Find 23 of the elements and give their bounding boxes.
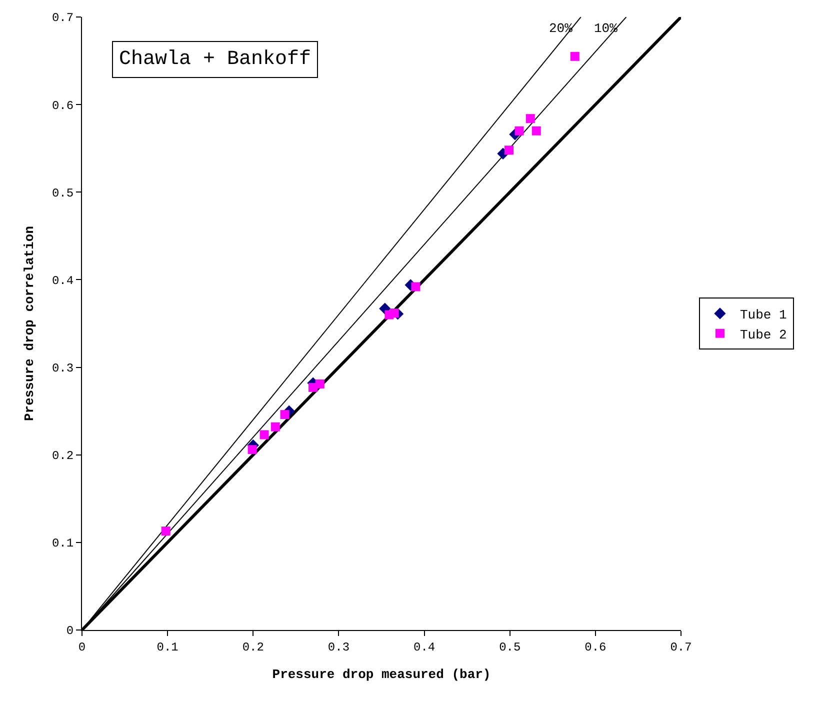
legend-label: Tube 2 <box>740 327 787 342</box>
y-tick-label: 0 <box>66 624 74 638</box>
x-tick-label: 0.7 <box>670 640 692 654</box>
text: Chawla + Bankoff <box>119 48 312 71</box>
x-tick-label: 0 <box>78 640 86 654</box>
y-tick-label: 0.2 <box>52 449 74 464</box>
y-tick-label: 0.3 <box>52 361 74 376</box>
y-tick-label: 0.4 <box>52 274 74 288</box>
x-tick-label: 0.4 <box>413 640 436 654</box>
x-tick-label: 0.6 <box>584 640 606 654</box>
y-tick-label: 0.7 <box>52 11 74 26</box>
y-tick-label: 0.6 <box>52 98 74 113</box>
y-tick-label: 0.1 <box>52 536 74 551</box>
x-axis-title: Pressure drop measured (bar) <box>272 667 491 682</box>
annotation: 20% <box>549 21 573 36</box>
x-tick-label: 0.5 <box>499 640 521 654</box>
y-axis-title: Pressure drop correlation <box>22 226 37 422</box>
x-tick-label: 0.2 <box>242 640 264 654</box>
y-tick-label: 0.5 <box>52 186 74 200</box>
legend-label: Tube 1 <box>740 308 787 323</box>
x-tick-label: 0.3 <box>328 640 350 654</box>
x-tick-label: 0.1 <box>156 640 178 654</box>
annotation: 10% <box>594 21 618 36</box>
